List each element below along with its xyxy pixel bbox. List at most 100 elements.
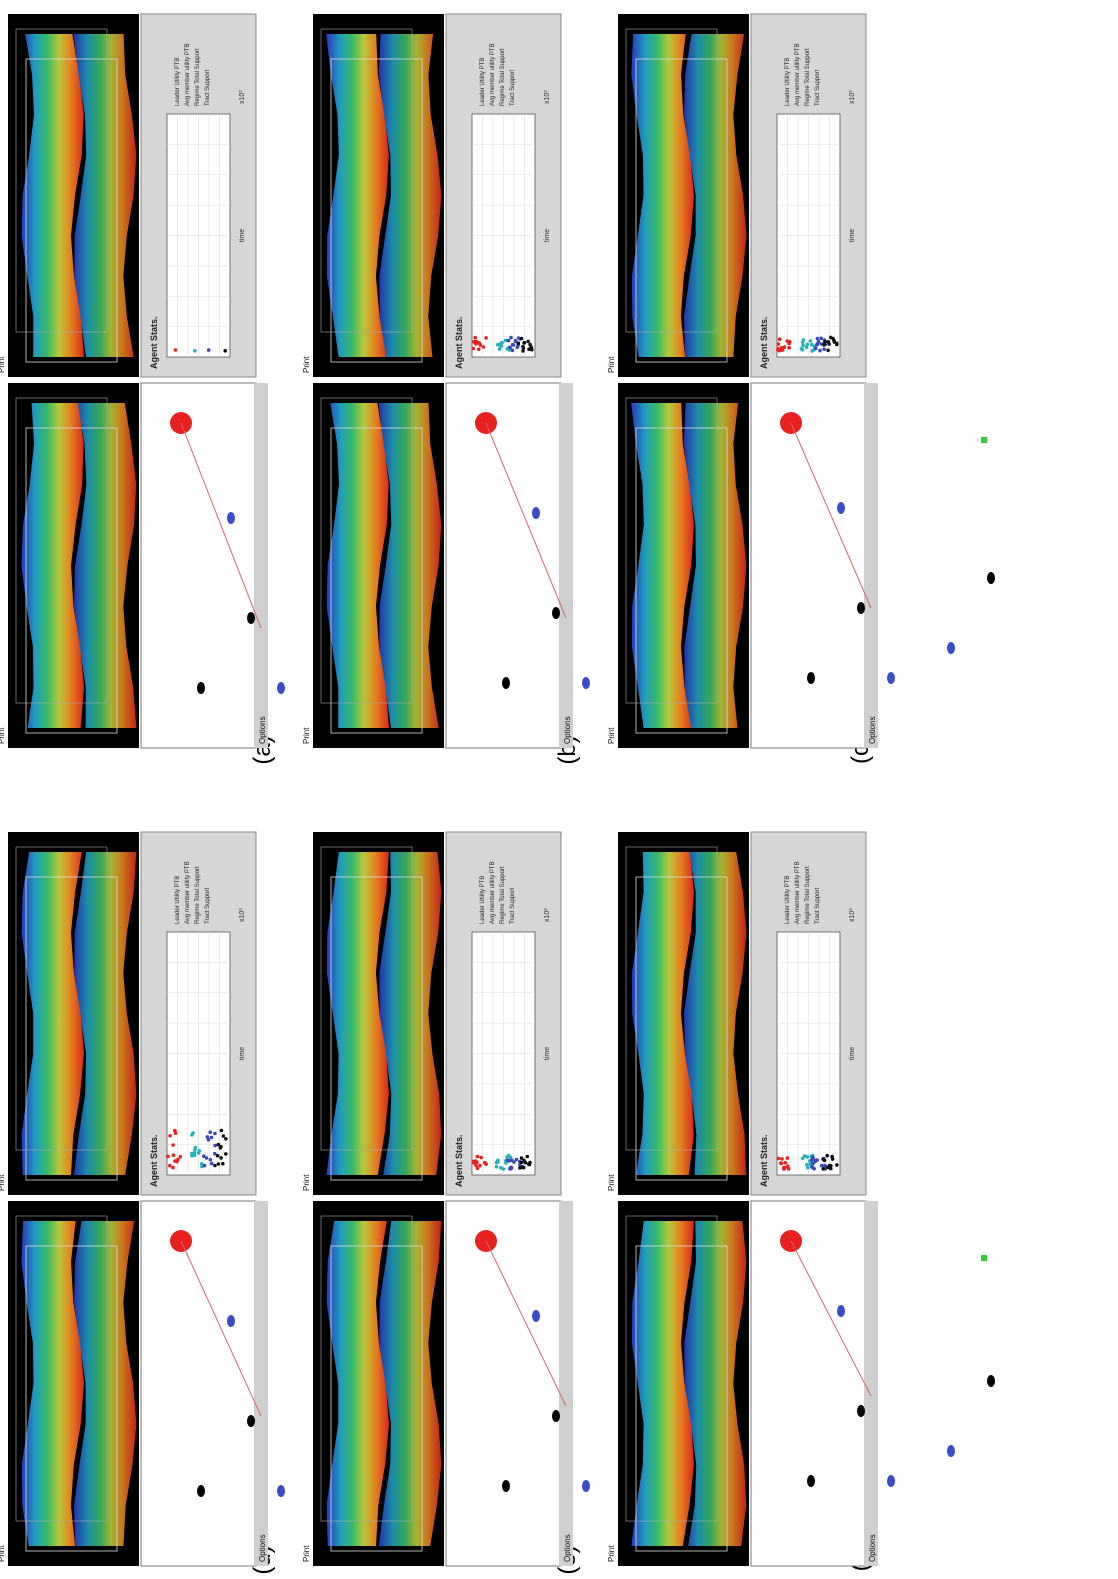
agent-node [987, 1375, 995, 1387]
print-button[interactable]: Print [0, 1545, 6, 1562]
link-line [180, 422, 262, 629]
panel-f: Options Agent Stats. time x10³ Leader Utilit… [607, 831, 995, 1567]
options-label[interactable]: Options [563, 716, 572, 744]
wireframe-box [330, 1245, 423, 1552]
series-point-tract [522, 340, 527, 345]
series-point-regime [815, 1158, 819, 1162]
axis-exponent: x10³ [849, 908, 856, 922]
link-line [180, 1240, 262, 1417]
print-button[interactable]: Print [607, 1545, 616, 1562]
series-point-regime [814, 346, 818, 351]
surface-sheet [684, 34, 747, 357]
print-button[interactable]: Print [302, 1545, 311, 1562]
options-label[interactable]: Options [258, 1534, 267, 1562]
series-point-tract [821, 1166, 825, 1171]
agent-node [947, 642, 955, 654]
series-point-regime [819, 336, 823, 341]
legend-entry: Avg member utility PTB [490, 43, 496, 106]
print-button[interactable]: Print [302, 727, 311, 744]
print-button[interactable]: Print [607, 356, 616, 373]
series-point-regime [809, 1157, 814, 1162]
agent-node [532, 507, 540, 519]
series-point-tract [826, 348, 830, 353]
agent-node [197, 682, 205, 694]
print-button[interactable]: Print [302, 1174, 311, 1191]
series-point-leader [479, 1155, 483, 1160]
series-point-regime [204, 1156, 209, 1160]
series-point-regime [823, 1163, 827, 1168]
series-point-regime [213, 1143, 217, 1148]
series-point-tract [528, 342, 532, 347]
legend-entry: Tract Support [510, 888, 516, 924]
series-point-leader [776, 342, 781, 346]
series-point-regime [213, 1131, 217, 1136]
surface-sheet [631, 403, 694, 728]
print-button[interactable]: Print [607, 727, 616, 744]
green-agent [981, 1255, 987, 1261]
series-point-regime [202, 1163, 207, 1168]
series-point-tract [522, 1158, 526, 1163]
print-button[interactable]: Print [0, 727, 6, 744]
options-label[interactable]: Options [868, 1534, 877, 1562]
series-point-regime [815, 336, 820, 341]
wireframe-box [635, 427, 728, 734]
surface-sheet [631, 1221, 694, 1546]
series-point-leader [474, 1163, 478, 1168]
series-point-leader [477, 347, 481, 352]
series-point-regime [515, 345, 520, 349]
series-point-tract [221, 1161, 225, 1166]
agent-node [987, 572, 995, 584]
axis-exponent: x10³ [544, 908, 551, 922]
legend-entry: Regime Total Support [500, 48, 506, 106]
agent-node [807, 672, 815, 684]
series-point-member [806, 1165, 810, 1170]
series-point-regime [514, 1157, 519, 1162]
agent-stats-title: Agent Stats. [149, 316, 159, 369]
green-agent [981, 437, 987, 443]
legend-entry: Tract Support [205, 70, 211, 106]
wireframe-box-back [320, 846, 413, 1151]
series-point-member [800, 347, 805, 352]
time-axis-label: time [239, 1047, 246, 1060]
series-point-leader [171, 1153, 176, 1157]
series-point-tract [224, 1136, 228, 1141]
series-point-member [497, 347, 502, 351]
series-point-tract [526, 339, 530, 344]
options-label[interactable]: Options [258, 716, 267, 744]
series-point-member [499, 1165, 503, 1170]
series-point-leader [171, 1143, 175, 1147]
series-point-leader [176, 1157, 180, 1162]
series-point-regime [510, 342, 515, 347]
options-label[interactable]: Options [563, 1534, 572, 1562]
axis-exponent: x10³ [239, 908, 246, 922]
print-button[interactable]: Print [607, 1174, 616, 1191]
series-point-member [804, 345, 809, 349]
surface-sheet [326, 1221, 389, 1546]
series-point-leader [471, 346, 476, 351]
series-point-leader [168, 1133, 172, 1138]
series-point-regime [812, 1166, 816, 1171]
series-point-member [805, 342, 810, 347]
options-label[interactable]: Options [868, 716, 877, 744]
agent-stats-title: Agent Stats. [759, 1134, 769, 1187]
panel-c: Options Agent Stats. time x10³ Leader Utilit… [607, 13, 995, 749]
series-point-leader [473, 335, 477, 340]
series-point-tract [519, 1156, 524, 1160]
agent-node [552, 607, 560, 619]
legend-entry: Avg member utility PTB [185, 43, 191, 106]
series-point-leader [780, 1157, 784, 1161]
print-button[interactable]: Print [0, 1174, 6, 1191]
legend-entry: Leader Utility PTB [785, 876, 791, 924]
series-point-tract [825, 1165, 830, 1169]
series-point-regime [206, 348, 211, 352]
agent-node [197, 1485, 205, 1497]
series-point-member [801, 343, 805, 348]
agent-node [837, 502, 845, 514]
surface-sheet [21, 852, 84, 1175]
surface-sheet [74, 1221, 137, 1546]
agent-stats-title: Agent Stats. [454, 316, 464, 369]
print-button[interactable]: Print [302, 356, 311, 373]
series-point-member [496, 342, 500, 347]
print-button[interactable]: Print [0, 356, 6, 373]
